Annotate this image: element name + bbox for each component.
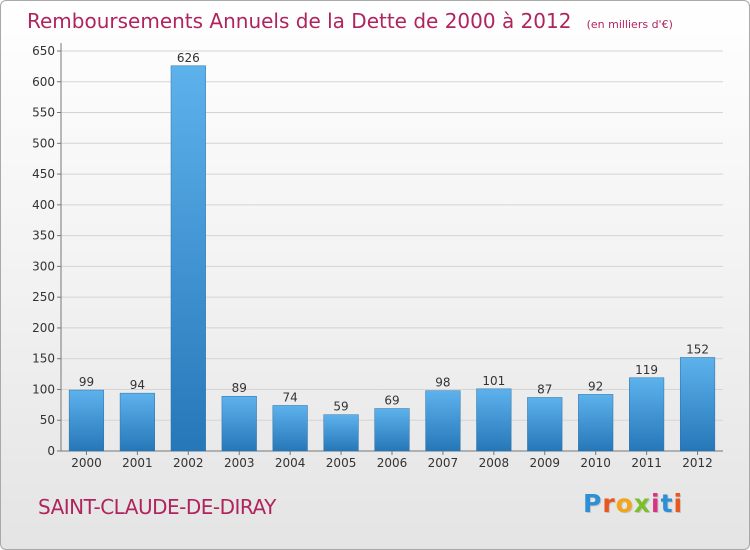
- data-label-2009: 87: [537, 382, 552, 396]
- bars: [68, 65, 716, 452]
- y-tick-label: 350: [32, 229, 55, 243]
- x-tick-label-2000: 2000: [71, 456, 102, 470]
- x-tick-label-2001: 2001: [122, 456, 153, 470]
- bar-2012: [679, 357, 716, 452]
- x-tick-label-2012: 2012: [682, 456, 713, 470]
- data-label-2008: 101: [482, 374, 505, 388]
- bar-2009: [527, 397, 563, 452]
- y-tick-label: 300: [32, 259, 55, 273]
- commune-name: SAINT-CLAUDE-DE-DIRAY: [38, 495, 276, 519]
- y-tick-label: 550: [32, 106, 55, 120]
- chart-header: Remboursements Annuels de la Dette de 20…: [27, 9, 673, 33]
- y-tick-label: 100: [32, 382, 55, 396]
- y-tick-label: 150: [32, 352, 55, 366]
- chart-unit: (en milliers d'€): [586, 18, 673, 31]
- data-label-2010: 92: [588, 379, 603, 393]
- x-tick-label-2007: 2007: [428, 456, 459, 470]
- y-tick-label: 0: [47, 444, 55, 458]
- bar-2000: [68, 389, 105, 452]
- data-label-2005: 59: [333, 400, 348, 414]
- x-tick-label-2009: 2009: [529, 456, 560, 470]
- data-label-2003: 89: [232, 381, 247, 395]
- x-tick-label-2004: 2004: [275, 456, 306, 470]
- data-labels: 99 94 626 89 74 59 69 98 101 87 92 119 152: [79, 51, 709, 414]
- data-label-2001: 94: [130, 378, 145, 392]
- x-tick-label-2005: 2005: [326, 456, 357, 470]
- x-tick-label-2011: 2011: [631, 456, 662, 470]
- bar-2003: [221, 395, 257, 452]
- x-tick-label-2003: 2003: [224, 456, 255, 470]
- bar-2011: [629, 377, 665, 452]
- y-tick-label: 650: [32, 44, 55, 58]
- y-tick-label: 400: [32, 198, 55, 212]
- axes: 0 50 100 150 200 250 300 350 400 450 500 550 600 650 2…: [32, 43, 723, 470]
- y-tick-label: 200: [32, 321, 55, 335]
- data-label-2012: 152: [686, 342, 709, 356]
- data-label-2011: 119: [635, 363, 658, 377]
- data-label-2004: 74: [283, 390, 298, 404]
- y-tick-label: 450: [32, 167, 55, 181]
- grid-lines: [61, 50, 723, 421]
- x-tick-label-2008: 2008: [479, 456, 510, 470]
- x-tick-label-2010: 2010: [580, 456, 611, 470]
- bar-2008: [476, 388, 512, 452]
- x-tick-label-2006: 2006: [377, 456, 408, 470]
- bar-2001: [119, 392, 155, 452]
- bar-2006: [374, 408, 410, 452]
- bar-2002: [170, 65, 206, 452]
- x-tick-label-2002: 2002: [173, 456, 204, 470]
- y-tick-label: 50: [40, 413, 55, 427]
- proxiti-logo[interactable]: Proxiti: [583, 489, 684, 518]
- chart-title: Remboursements Annuels de la Dette de 20…: [27, 9, 572, 33]
- data-label-2000: 99: [79, 375, 94, 389]
- data-label-2006: 69: [384, 394, 399, 408]
- bar-2004: [272, 405, 308, 452]
- bar-2010: [578, 394, 614, 452]
- data-label-2007: 98: [435, 376, 450, 390]
- y-tick-label: 500: [32, 136, 55, 150]
- data-label-2002: 626: [177, 51, 200, 65]
- bar-2007: [425, 390, 461, 452]
- y-tick-label: 600: [32, 75, 55, 89]
- y-tick-label: 250: [32, 290, 55, 304]
- bar-2005: [323, 414, 359, 452]
